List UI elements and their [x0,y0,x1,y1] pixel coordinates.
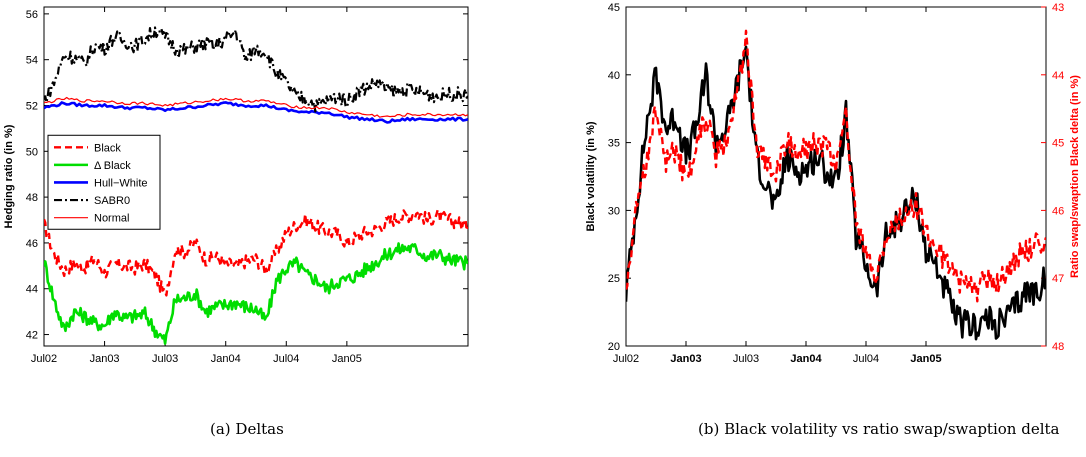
legend-label: Black [94,142,121,154]
x-tick-label: Jul02 [613,353,639,365]
y-axis-label: Hedging ratio (in %) [3,124,15,228]
caption-a: (a) Deltas [210,420,284,438]
series-line-hull-white [44,101,468,124]
y-right-axis-label: Ratio swap/swaption Black delta (in %) [1069,75,1081,278]
y-tick-label: 45 [608,2,620,14]
x-tick-label: Jul03 [152,353,178,365]
y-right-tick-label: 45 [1052,138,1064,150]
y-tick-label: 48 [26,192,38,204]
y-tick-label: 40 [608,70,620,82]
y-tick-label: 44 [26,284,38,296]
legend-label: Normal [94,213,129,225]
x-tick-label: Jul04 [273,353,299,365]
x-tick-label: Jul02 [31,353,57,365]
y-tick-label: 25 [608,273,620,285]
y-right-tick-label: 46 [1052,205,1064,217]
legend-label: Δ Black [94,160,131,172]
y-tick-label: 42 [26,330,38,342]
y-tick-label: 46 [26,238,38,250]
legend: Black Δ Black Hull−White SABR0 Normal [47,134,161,230]
caption-b: (b) Black volatility vs ratio swap/swapt… [698,420,1060,438]
x-tick-label: Jul04 [853,353,879,365]
y-tick-label: 20 [608,341,620,353]
y-tick-label: 35 [608,138,620,150]
series-line-series-1 [626,29,1046,303]
y-tick-label: 30 [608,205,620,217]
x-tick-label: Jan04 [790,353,822,365]
y-tick-label: 52 [26,100,38,112]
y-axis-label: Black volatility (in %) [585,121,597,231]
series-line--black [44,242,468,345]
chart-0: Jul02 Jan03 Jul03 Jan04 Jul04 Jan05 42 44 46 48 50… [3,6,469,365]
chart-1: Jul02 Jan03 Jul03 Jan04 Jul04 Jan05 20 25 30 35 40… [585,2,1081,365]
series-line-sabr0 [44,26,468,113]
x-tick-label: Jan05 [332,353,362,365]
series-group [44,26,468,345]
y-tick-label: 54 [26,55,38,67]
y-tick-label: 56 [26,9,38,21]
x-tick-label: Jan03 [670,353,701,365]
legend-label: SABR0 [94,195,130,207]
y-right-tick-label: 48 [1052,341,1064,353]
x-tick-label: Jan04 [211,353,241,365]
series-group [626,29,1046,341]
x-tick-label: Jan05 [910,353,941,365]
series-line-normal [44,96,468,118]
legend-label: Hull−White [94,177,148,189]
x-tick-label: Jul03 [733,353,759,365]
y-right-tick-label: 44 [1052,70,1064,82]
y-tick-label: 50 [26,146,38,158]
series-line-black [44,208,468,297]
x-tick-label: Jan03 [90,353,120,365]
y-right-tick-label: 43 [1052,2,1064,14]
y-right-tick-label: 47 [1052,273,1064,285]
